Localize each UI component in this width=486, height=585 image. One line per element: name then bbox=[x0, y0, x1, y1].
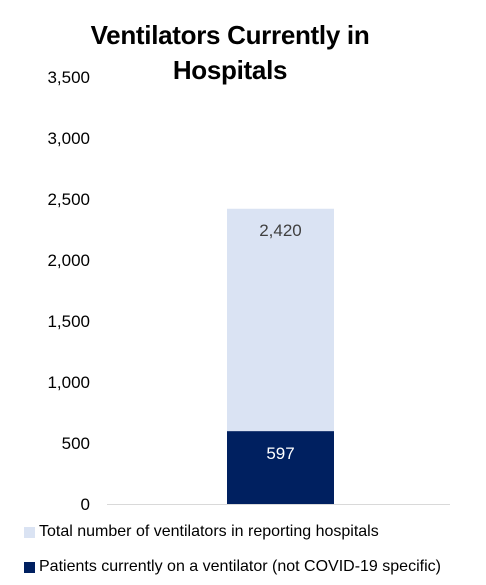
y-tick-label: 1,000 bbox=[47, 373, 90, 392]
y-tick-label: 3,000 bbox=[47, 129, 90, 148]
y-tick-label: 2,500 bbox=[47, 190, 90, 209]
legend-label: Patients currently on a ventilator (not … bbox=[39, 558, 441, 575]
bar-patients-on-ventilator bbox=[227, 431, 334, 504]
legend-label: Total number of ventilators in reporting… bbox=[39, 523, 379, 540]
y-tick-label: 3,500 bbox=[47, 68, 90, 87]
y-tick-label: 0 bbox=[81, 495, 90, 514]
y-tick-label: 500 bbox=[62, 434, 90, 453]
legend-item: Patients currently on a ventilator (not … bbox=[24, 557, 441, 577]
legend-item: Total number of ventilators in reporting… bbox=[24, 522, 379, 542]
bar-total-ventilators bbox=[227, 208, 334, 432]
data-label-patients-on-ventilator: 597 bbox=[266, 444, 294, 463]
bars: 2,420 597 bbox=[227, 208, 334, 504]
y-axis-ticks: 0 500 1,000 1,500 2,000 2,500 3,000 3,500 bbox=[47, 68, 90, 514]
y-tick-label: 1,500 bbox=[47, 312, 90, 331]
legend-swatch bbox=[24, 561, 35, 573]
legend-swatch bbox=[24, 526, 35, 538]
data-label-total-ventilators: 2,420 bbox=[259, 221, 302, 240]
chart-title: Ventilators Currently in Hospitals bbox=[90, 20, 370, 85]
y-tick-label: 2,000 bbox=[47, 251, 90, 270]
